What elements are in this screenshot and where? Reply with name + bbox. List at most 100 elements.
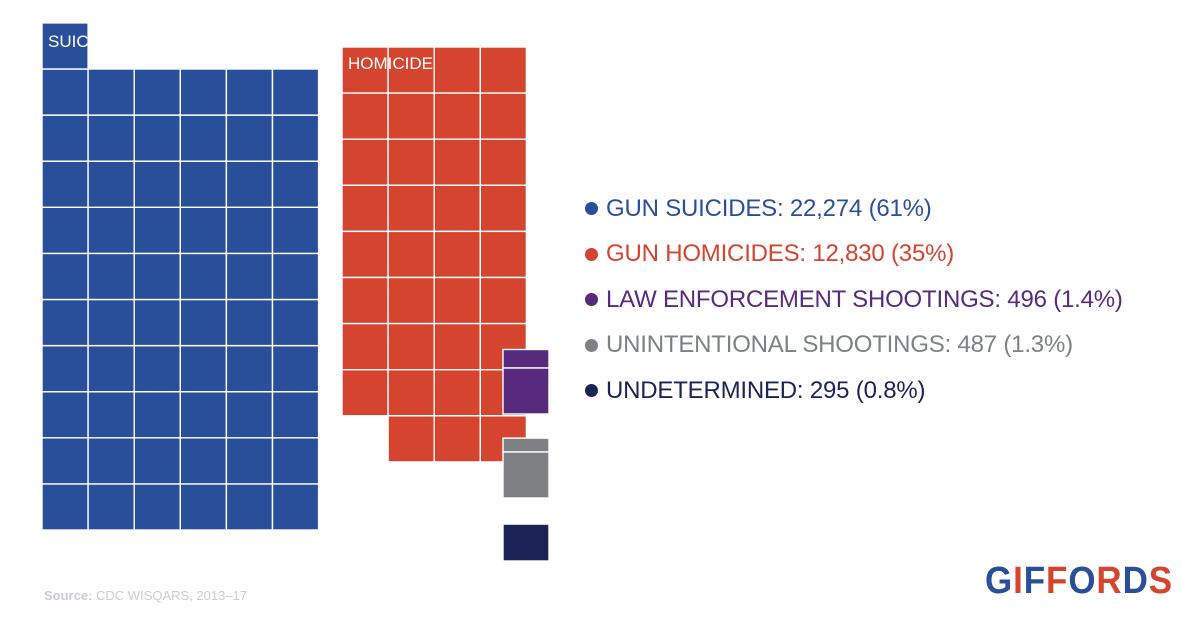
legend-dot-icon — [585, 338, 598, 352]
waffle-cell-homicide — [387, 322, 435, 371]
waffle-cell-homicide — [341, 276, 389, 325]
waffle-cell-homicide — [387, 369, 435, 417]
waffle-cell-homicide — [341, 92, 389, 140]
waffle-cell-suicide — [271, 344, 320, 393]
waffle-cell-suicide — [271, 206, 320, 255]
waffle-cell-suicide — [225, 344, 274, 393]
waffle-cell-homicide — [479, 92, 528, 140]
waffle-cell-suicide — [133, 483, 181, 531]
waffle-cell-homicide — [433, 276, 482, 325]
waffle-cell-suicide — [225, 68, 274, 116]
waffle-cell-homicide — [433, 46, 482, 94]
homicide-area-label: HOMICIDE — [348, 54, 433, 73]
legend-dot-icon — [585, 384, 598, 398]
legend-item-undetermined: UNDETERMINED: 295 (0.8%) — [585, 368, 1123, 414]
waffle-cell-suicide — [225, 437, 274, 485]
waffle-cell-homicide — [341, 369, 389, 417]
waffle-cell-suicide — [133, 298, 181, 347]
waffle-cell-unintentional — [502, 437, 550, 453]
legend-label: GUN SUICIDES: 22,274 (61%) — [606, 194, 932, 222]
waffle-cell-suicide — [179, 68, 228, 116]
waffle-cell-homicide — [479, 184, 528, 233]
legend-dot-icon — [585, 293, 598, 307]
waffle-cell-suicide — [271, 437, 320, 485]
waffle-cell-suicide — [225, 252, 274, 301]
waffle-cell-suicide — [133, 206, 181, 255]
legend: GUN SUICIDES: 22,274 (61%) GUN HOMICIDES:… — [585, 186, 1123, 414]
waffle-cell-suicide — [133, 160, 181, 208]
waffle-cell-suicide — [271, 391, 320, 439]
waffle-cell-suicide — [41, 344, 89, 393]
legend-item-unintentional: UNINTENTIONAL SHOOTINGS: 487 (1.3%) — [585, 323, 1123, 369]
legend-label: LAW ENFORCEMENT SHOOTINGS: 496 (1.4%) — [606, 285, 1123, 313]
waffle-cell-suicide — [87, 206, 135, 255]
waffle-cell-suicide — [41, 160, 89, 208]
legend-dot-icon — [585, 247, 598, 261]
waffle-cell-suicide — [41, 252, 89, 301]
waffle-cell-suicide — [41, 22, 89, 70]
waffle-cell-suicide — [41, 68, 89, 116]
waffle-cell-suicide — [87, 252, 135, 301]
waffle-cell-unintentional — [502, 451, 550, 499]
waffle-cell-homicide — [387, 138, 435, 186]
waffle-cell-suicide — [225, 298, 274, 347]
waffle-cell-homicide — [341, 46, 389, 94]
waffle-cell-suicide — [179, 160, 228, 208]
legend-dot-icon — [585, 202, 598, 216]
waffle-cell-homicide — [341, 138, 389, 186]
waffle-cell-suicide — [225, 206, 274, 255]
waffle-cell-suicide — [271, 160, 320, 208]
waffle-cell-homicide — [387, 415, 435, 463]
waffle-cell-suicide — [133, 68, 181, 116]
waffle-cell-homicide — [433, 369, 482, 417]
waffle-cell-homicide — [433, 415, 482, 463]
waffle-cell-homicide — [433, 92, 482, 140]
legend-item-suicide: GUN SUICIDES: 22,274 (61%) — [585, 186, 1123, 232]
waffle-cell-homicide — [433, 184, 482, 233]
legend-label: UNDETERMINED: 295 (0.8%) — [606, 376, 926, 404]
source-label: Source: — [44, 588, 93, 603]
waffle-cell-suicide — [133, 344, 181, 393]
waffle-cell-suicide — [271, 298, 320, 347]
waffle-cell-suicide — [41, 206, 89, 255]
waffle-cell-suicide — [179, 344, 228, 393]
waffle-cell-suicide — [225, 160, 274, 208]
waffle-cell-suicide — [87, 114, 135, 162]
source-text: CDC WISQARS, 2013–17 — [96, 588, 248, 603]
waffle-cell-suicide — [225, 483, 274, 531]
waffle-cell-suicide — [87, 391, 135, 439]
waffle-cell-suicide — [41, 391, 89, 439]
waffle-cell-homicide — [387, 92, 435, 140]
waffle-cell-undetermined — [502, 523, 550, 562]
waffle-cell-homicide — [387, 276, 435, 325]
waffle-chart: SUICIDE HOMICIDE — [41, 22, 550, 562]
waffle-cell-suicide — [271, 68, 320, 116]
waffle-cell-suicide — [179, 206, 228, 255]
waffle-cell-homicide — [479, 276, 528, 325]
legend-item-law: LAW ENFORCEMENT SHOOTINGS: 496 (1.4%) — [585, 277, 1123, 323]
waffle-cell-homicide — [387, 184, 435, 233]
waffle-cell-suicide — [179, 483, 228, 531]
waffle-cell-suicide — [133, 391, 181, 439]
legend-label: UNINTENTIONAL SHOOTINGS: 487 (1.3%) — [606, 331, 1073, 359]
waffle-cell-suicide — [87, 298, 135, 347]
waffle-cell-suicide — [179, 298, 228, 347]
waffle-cell-homicide — [433, 230, 482, 279]
waffle-cell-suicide — [87, 68, 135, 116]
waffle-cell-suicide — [179, 391, 228, 439]
waffle-cell-suicide — [133, 252, 181, 301]
suicide-area-label: SUICIDE — [48, 32, 117, 51]
waffle-cell-suicide — [133, 114, 181, 162]
giffords-logo: GIFFORDS — [985, 560, 1174, 602]
waffle-cell-suicide — [225, 114, 274, 162]
waffle-cell-suicide — [271, 114, 320, 162]
waffle-cell-suicide — [179, 437, 228, 485]
waffle-cell-homicide — [341, 184, 389, 233]
waffle-cell-homicide — [479, 138, 528, 186]
waffle-cell-homicide — [387, 230, 435, 279]
waffle-cell-homicide — [433, 138, 482, 186]
waffle-cell-suicide — [271, 483, 320, 531]
waffle-cell-suicide — [41, 483, 89, 531]
waffle-cell-suicide — [225, 391, 274, 439]
waffle-cell-homicide — [479, 230, 528, 279]
